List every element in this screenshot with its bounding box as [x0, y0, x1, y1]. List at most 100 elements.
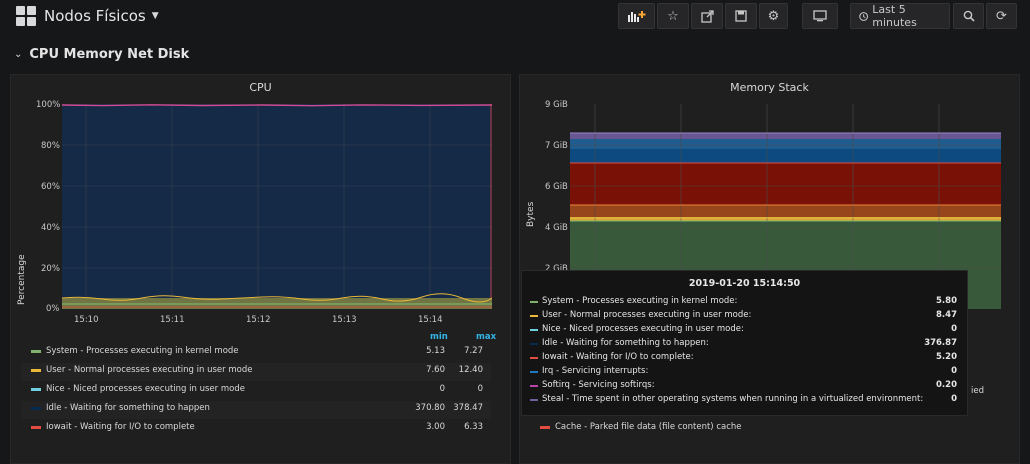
tooltip-row: System - Processes executing in kernel m… [528, 295, 963, 309]
tooltip-color-swatch [530, 329, 538, 331]
legend-label[interactable]: System - Processes executing in kernel m… [46, 346, 239, 356]
dashboard-picker[interactable]: Nodos Físicos ▼ [16, 6, 159, 26]
legend-color-swatch [31, 369, 41, 372]
cpu-graph[interactable] [62, 104, 492, 309]
zoom-out-button[interactable] [953, 3, 984, 29]
legend-color-swatch [540, 426, 550, 429]
settings-button[interactable]: ⚙ [759, 3, 788, 29]
legend-color-swatch [31, 388, 41, 391]
refresh-icon: ⟳ [996, 8, 1007, 24]
dashboard-title[interactable]: Nodos Físicos [44, 7, 146, 25]
x-tick: 15:10 [74, 315, 99, 325]
tooltip-color-swatch [530, 385, 538, 387]
tv-icon [813, 10, 827, 22]
y-tick: 100% [36, 100, 61, 110]
share-button[interactable] [691, 3, 723, 29]
tooltip-label: Steal - Time spent in other operating sy… [542, 394, 924, 404]
legend-color-swatch [31, 350, 41, 353]
row-title[interactable]: CPU Memory Net Disk [29, 47, 190, 62]
legend-row[interactable]: System - Processes executing in kernel m… [21, 344, 491, 362]
tooltip-value: 0 [951, 324, 957, 334]
legend-label[interactable]: Cache - Parked file data (file content) … [555, 422, 742, 432]
y-tick: 20% [41, 264, 60, 274]
tooltip-value: 0.20 [936, 380, 957, 390]
top-navbar: Nodos Físicos ▼ ☆ ⚙ [0, 0, 1030, 32]
legend-color-swatch [31, 407, 41, 410]
panel-title[interactable]: Memory Stack [730, 81, 809, 94]
tooltip-row: Nice - Niced processes executing in user… [528, 323, 963, 337]
legend-label[interactable]: Iowait - Waiting for I/O to complete [46, 422, 195, 432]
legend-min-value: 7.60 [426, 365, 445, 375]
save-button[interactable] [725, 3, 757, 29]
chevron-down-icon[interactable]: ⌄ [14, 49, 23, 60]
y-tick: 2 GiB [545, 264, 568, 274]
legend-cut-text: ied [971, 386, 984, 396]
tooltip-color-swatch [530, 343, 538, 345]
tooltip-label: Irq - Servicing interrupts: [542, 366, 649, 376]
tooltip-value: 5.80 [936, 296, 957, 306]
legend-row[interactable]: Cache - Parked file data (file content) … [530, 420, 1000, 438]
legend-label[interactable]: Nice - Niced processes executing in user… [46, 384, 245, 394]
y-tick: 6 GiB [545, 182, 568, 192]
tooltip-label: User - Normal processes executing in use… [542, 310, 752, 320]
y-tick: 4 GiB [545, 223, 568, 233]
legend-label[interactable]: User - Normal processes executing in use… [46, 365, 253, 375]
y-tick: 60% [41, 182, 60, 192]
add-panel-button[interactable] [618, 3, 655, 29]
tooltip-label: Iowait - Waiting for I/O to complete: [542, 352, 694, 362]
legend-min-value: 5.13 [426, 346, 445, 356]
graph-tooltip: 2019-01-20 15:14:50 System - Processes e… [521, 270, 968, 416]
y-tick: 0% [46, 304, 60, 314]
tooltip-row: Iowait - Waiting for I/O to complete: 5.… [528, 351, 963, 365]
tooltip-color-swatch [530, 315, 538, 317]
legend-label[interactable]: Idle - Waiting for something to happen [46, 403, 210, 413]
gear-icon: ⚙ [767, 8, 780, 24]
x-tick: 15:13 [332, 315, 357, 325]
tooltip-row: User - Normal processes executing in use… [528, 309, 963, 323]
tooltip-value: 376.87 [924, 338, 957, 348]
search-icon [963, 10, 975, 22]
row-header[interactable]: ⌄ CPU Memory Net Disk [14, 47, 189, 62]
tooltip-label: Softirq - Servicing softirqs: [542, 380, 655, 390]
legend-header-max[interactable]: max [476, 332, 497, 342]
tooltip-row: Idle - Waiting for something to happen: … [528, 337, 963, 351]
legend-header-min[interactable]: min [430, 332, 448, 342]
legend-max-value: 6.33 [464, 422, 483, 432]
tooltip-value: 0 [951, 366, 957, 376]
y-tick: 7 GiB [545, 141, 568, 151]
view-mode-button[interactable] [802, 3, 838, 29]
cpu-panel: CPU Percentage 100% 80% 60% 40% 20% 0% 1… [10, 74, 511, 464]
tooltip-time: 2019-01-20 15:14:50 [688, 278, 801, 289]
time-range-label: Last 5 minutes [872, 3, 917, 29]
legend-row[interactable]: Idle - Waiting for something to happen 3… [21, 401, 491, 419]
refresh-button[interactable]: ⟳ [986, 3, 1017, 29]
tooltip-label: Nice - Niced processes executing in user… [542, 324, 744, 334]
tooltip-color-swatch [530, 371, 538, 373]
tooltip-label: Idle - Waiting for something to happen: [542, 338, 709, 348]
y-axis-label: Percentage [17, 254, 27, 305]
tooltip-value: 0 [951, 394, 957, 404]
legend-row[interactable]: Iowait - Waiting for I/O to complete 3.0… [21, 420, 491, 438]
tooltip-row: Softirq - Servicing softirqs: 0.20 [528, 379, 963, 393]
tooltip-color-swatch [530, 357, 538, 359]
time-range-picker[interactable]: Last 5 minutes [850, 3, 950, 29]
panel-title[interactable]: CPU [249, 81, 272, 94]
clock-icon [859, 11, 869, 21]
legend-color-swatch [31, 426, 41, 429]
legend-row[interactable]: Nice - Niced processes executing in user… [21, 382, 491, 400]
star-icon: ☆ [667, 8, 679, 24]
add-panel-icon [627, 11, 645, 22]
star-button[interactable]: ☆ [657, 3, 689, 29]
legend-max-value: 0 [477, 384, 483, 394]
tooltip-row: Irq - Servicing interrupts: 0 [528, 365, 963, 379]
share-icon [700, 9, 714, 23]
grid-apps-icon[interactable] [16, 6, 36, 26]
tooltip-value: 8.47 [936, 310, 957, 320]
y-tick: 40% [41, 223, 60, 233]
y-tick: 80% [41, 141, 60, 151]
caret-down-icon[interactable]: ▼ [151, 11, 159, 21]
legend-row[interactable]: User - Normal processes executing in use… [21, 363, 491, 381]
tooltip-label: System - Processes executing in kernel m… [542, 296, 738, 306]
legend-max-value: 7.27 [464, 346, 483, 356]
legend-max-value: 12.40 [458, 365, 483, 375]
